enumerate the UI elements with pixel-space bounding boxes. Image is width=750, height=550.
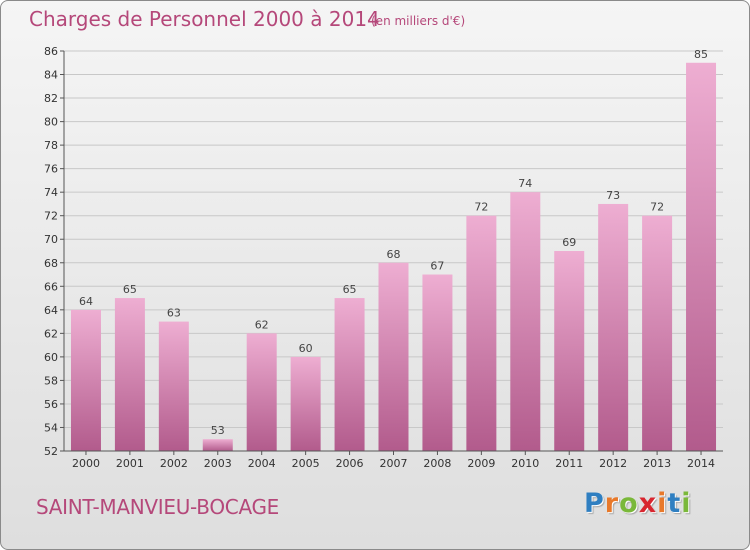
data-label: 63 — [167, 307, 181, 320]
bar-2013 — [642, 215, 673, 451]
y-tick-label: 82 — [44, 92, 58, 105]
x-tick-label: 2006 — [336, 457, 364, 470]
bar-2002 — [158, 321, 189, 451]
x-tick-label: 2004 — [248, 457, 276, 470]
x-tick-label: 2008 — [423, 457, 451, 470]
y-tick-label: 74 — [44, 186, 58, 199]
bar-2006 — [334, 298, 365, 451]
proxiti-logo: Proxiti — [584, 488, 692, 519]
logo-letter: x — [638, 488, 658, 519]
bar-2014 — [686, 62, 717, 451]
y-tick-label: 60 — [44, 351, 58, 364]
x-tick-label: 2005 — [292, 457, 320, 470]
x-tick-label: 2007 — [380, 457, 408, 470]
logo-letter: i — [657, 488, 668, 519]
bar-2003 — [202, 439, 233, 451]
data-label: 53 — [211, 424, 225, 437]
data-label: 73 — [606, 189, 620, 202]
bar-2007 — [378, 262, 409, 451]
y-tick-label: 64 — [44, 304, 58, 317]
bar-2004 — [246, 333, 277, 451]
y-tick-label: 54 — [44, 421, 58, 434]
logo-letter: i — [681, 488, 692, 519]
y-tick-label: 52 — [44, 445, 58, 458]
x-tick-label: 2010 — [511, 457, 539, 470]
commune-name: SAINT-MANVIEU-BOCAGE — [36, 495, 280, 519]
y-tick-label: 66 — [44, 280, 58, 293]
y-tick-label: 68 — [44, 257, 58, 270]
x-tick-label: 2003 — [204, 457, 232, 470]
y-tick-label: 84 — [44, 69, 58, 82]
x-tick-label: 2014 — [687, 457, 715, 470]
data-label: 62 — [255, 318, 269, 331]
data-label: 67 — [430, 260, 444, 273]
logo-letter: t — [667, 488, 682, 519]
data-label: 72 — [474, 201, 488, 214]
logo-letter: r — [604, 488, 620, 519]
y-tick-label: 62 — [44, 327, 58, 340]
bar-2012 — [598, 203, 629, 451]
x-tick-label: 2002 — [160, 457, 188, 470]
bar-2008 — [422, 274, 453, 451]
chart-subtitle: (en milliers d'€) — [371, 14, 466, 28]
x-tick-label: 2013 — [643, 457, 671, 470]
y-tick-label: 70 — [44, 233, 58, 246]
y-tick-label: 72 — [44, 210, 58, 223]
data-label: 60 — [299, 342, 313, 355]
bar-2009 — [466, 215, 497, 451]
x-tick-label: 2000 — [72, 457, 100, 470]
chart-title: Charges de Personnel 2000 à 2014 — [29, 7, 380, 31]
data-label: 65 — [123, 283, 137, 296]
bar-2011 — [554, 251, 585, 451]
y-tick-label: 86 — [44, 45, 58, 58]
y-tick-label: 58 — [44, 374, 58, 387]
y-tick-label: 76 — [44, 163, 58, 176]
y-tick-label: 80 — [44, 116, 58, 129]
data-label: 69 — [562, 236, 576, 249]
y-tick-label: 56 — [44, 398, 58, 411]
data-label: 65 — [343, 283, 357, 296]
bar-2001 — [114, 298, 145, 451]
data-label: 64 — [79, 295, 93, 308]
data-label: 85 — [694, 48, 708, 61]
x-tick-label: 2012 — [599, 457, 627, 470]
x-tick-label: 2001 — [116, 457, 144, 470]
logo-letter: P — [584, 488, 605, 519]
data-label: 72 — [650, 201, 664, 214]
data-label: 74 — [518, 177, 532, 190]
bar-2005 — [290, 356, 321, 451]
data-label: 68 — [387, 248, 401, 261]
y-tick-label: 78 — [44, 139, 58, 152]
bar-2000 — [70, 309, 101, 451]
x-tick-label: 2011 — [555, 457, 583, 470]
x-tick-label: 2009 — [467, 457, 495, 470]
logo-letter: o — [619, 488, 639, 519]
bar-2010 — [510, 192, 541, 452]
